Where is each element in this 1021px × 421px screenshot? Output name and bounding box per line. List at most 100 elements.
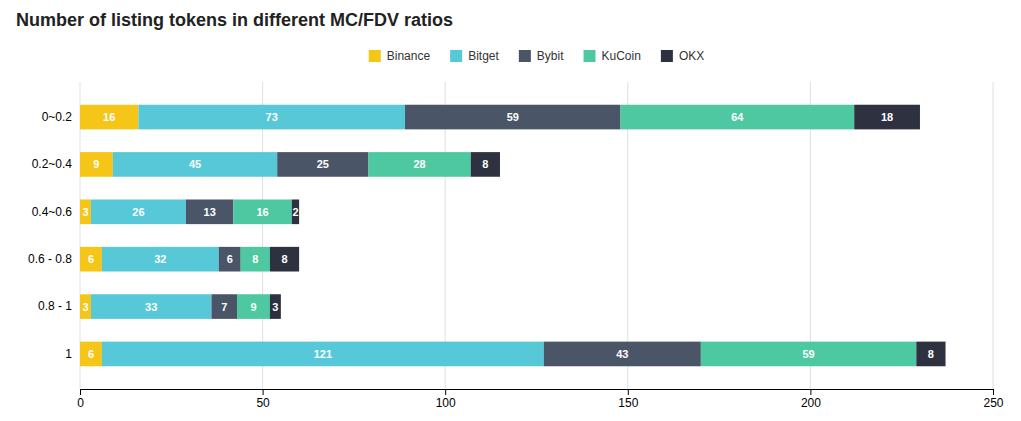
- x-tick: 200: [801, 389, 821, 410]
- bars: [80, 105, 946, 367]
- series: [80, 105, 138, 367]
- y-tick-label: 0~0.2: [42, 110, 73, 124]
- x-axis-line: [81, 390, 994, 396]
- bar: [270, 247, 299, 272]
- y-tick: 0.6 - 0.8: [28, 252, 80, 266]
- y-tick-label: 0.8 - 1: [38, 299, 72, 313]
- bar: [292, 199, 299, 224]
- bar: [241, 247, 270, 272]
- bar: [544, 342, 701, 367]
- x-tick-label: 250: [983, 396, 1003, 410]
- data-label: 9: [93, 158, 99, 170]
- bar: [219, 247, 241, 272]
- series: [233, 105, 916, 367]
- bar: [102, 247, 219, 272]
- legend-label: Bitget: [468, 49, 499, 63]
- bar: [102, 342, 544, 367]
- series: [270, 105, 946, 367]
- x-tick: 250: [983, 389, 1003, 410]
- data-label: 121: [314, 348, 332, 360]
- data-label: 13: [204, 206, 216, 218]
- x-tick-label: 100: [436, 396, 456, 410]
- x-tick: 150: [618, 389, 638, 410]
- y-tick-label: 0.2~0.4: [32, 157, 73, 171]
- bar: [80, 342, 102, 367]
- x-tick: 50: [256, 389, 270, 410]
- y-tick: 0.8 - 1: [38, 299, 80, 313]
- bar: [701, 342, 916, 367]
- bar: [80, 105, 138, 130]
- x-tick-label: 200: [801, 396, 821, 410]
- legend-label: Binance: [387, 49, 431, 63]
- y-tick-label: 1: [65, 347, 72, 361]
- chart: Number of listing tokens in different MC…: [0, 0, 1021, 421]
- data-label: 6: [227, 253, 233, 265]
- legend-label: OKX: [679, 49, 704, 63]
- data-label: 26: [132, 206, 144, 218]
- data-label: 3: [82, 301, 88, 313]
- legend-label: Bybit: [537, 49, 564, 63]
- x-axis: 0 50 100 150 200 250: [77, 389, 1004, 410]
- data-label: 73: [266, 111, 278, 123]
- x-tick-mark: [445, 389, 446, 395]
- series: [91, 105, 544, 367]
- legend-item: Bybit: [519, 49, 564, 63]
- bar: [91, 294, 212, 319]
- x-tick: 0: [77, 389, 84, 410]
- bar: [233, 199, 291, 224]
- bar: [471, 152, 500, 177]
- bar: [237, 294, 270, 319]
- data-labels: 1693636734526323312159251367436428168959…: [82, 111, 934, 360]
- legend-swatch: [661, 50, 673, 62]
- y-tick-label: 0.4~0.6: [32, 205, 73, 219]
- x-tick: 100: [436, 389, 456, 410]
- data-label: 64: [731, 111, 744, 123]
- bar: [91, 199, 186, 224]
- data-label: 59: [507, 111, 519, 123]
- data-label: 8: [252, 253, 258, 265]
- data-label: 8: [482, 158, 488, 170]
- legend-swatch: [519, 50, 531, 62]
- legend-label: KuCoin: [602, 49, 641, 63]
- data-label: 6: [88, 253, 94, 265]
- x-tick-label: 0: [77, 396, 84, 410]
- x-tick-mark: [628, 389, 629, 395]
- legend-swatch: [584, 50, 596, 62]
- bar: [113, 152, 277, 177]
- bar: [80, 247, 102, 272]
- data-label: 18: [881, 111, 893, 123]
- bar: [80, 294, 91, 319]
- bar: [620, 105, 854, 130]
- data-label: 28: [414, 158, 426, 170]
- y-tick: 0.4~0.6: [32, 205, 80, 219]
- data-label: 25: [317, 158, 329, 170]
- y-tick: 1: [65, 347, 80, 361]
- x-tick-label: 150: [618, 396, 638, 410]
- bar: [138, 105, 405, 130]
- data-label: 59: [802, 348, 814, 360]
- legend-item: Bitget: [450, 49, 499, 63]
- grid-line: [993, 82, 994, 389]
- data-label: 16: [103, 111, 115, 123]
- data-label: 33: [145, 301, 157, 313]
- series: [186, 105, 701, 367]
- data-label: 3: [82, 206, 88, 218]
- legend-item: Binance: [369, 49, 431, 63]
- plot: 1693636734526323312159251367436428168959…: [28, 82, 1004, 410]
- legend: Binance Bitget Bybit KuCoin OKX: [369, 49, 704, 63]
- legend-swatch: [450, 50, 462, 62]
- x-tick-mark: [263, 389, 264, 395]
- bar: [186, 199, 233, 224]
- x-tick-mark: [993, 389, 994, 395]
- bar: [405, 105, 620, 130]
- legend-item: KuCoin: [584, 49, 641, 63]
- x-tick-label: 50: [256, 396, 270, 410]
- x-tick-mark: [810, 389, 811, 395]
- data-label: 43: [616, 348, 628, 360]
- bar: [916, 342, 945, 367]
- y-axis: 0~0.2 0.2~0.4 0.4~0.6 0.6 - 0.8 0.8 - 1 1: [28, 110, 80, 361]
- y-tick: 0~0.2: [42, 110, 80, 124]
- bar: [270, 294, 281, 319]
- data-label: 9: [250, 301, 256, 313]
- data-label: 45: [189, 158, 201, 170]
